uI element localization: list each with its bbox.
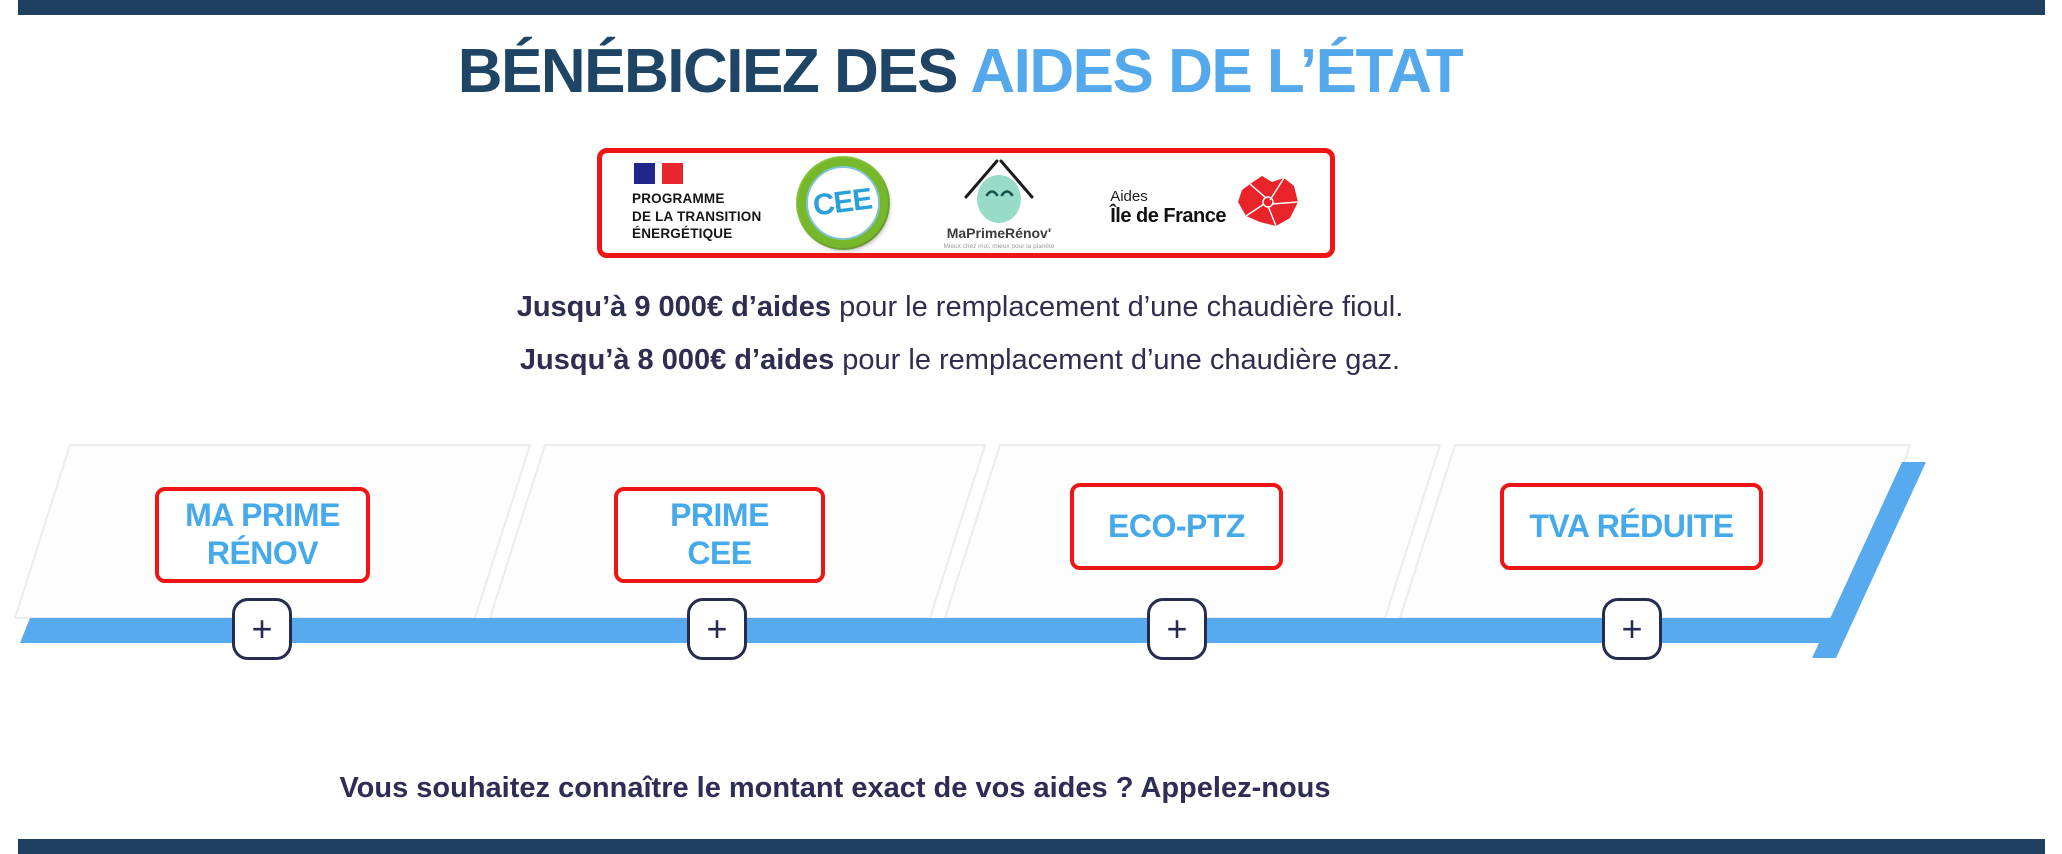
aides-ile-de-france-logo: Aides Île de France [1110, 172, 1300, 234]
page-title-light: AIDES DE L’ÉTAT [970, 37, 1463, 106]
aid-card-tva-reduite[interactable]: TVA RÉDUITE [1500, 483, 1763, 570]
idf-label-region: Île de France [1110, 205, 1226, 227]
page-title: BÉNÉBICIEZ DES AIDES DE L’ÉTAT [0, 36, 1920, 107]
cee-badge-icon: CEE [797, 158, 888, 248]
partner-logos-strip: PROGRAMME DE LA TRANSITION ÉNERGÉTIQUE C… [597, 148, 1335, 258]
call-to-action-text: Vous souhaitez connaître le montant exac… [339, 772, 1331, 804]
top-divider-bar [18, 0, 2045, 15]
page-title-dark: BÉNÉBICIEZ DES [457, 37, 971, 106]
ribbon-blue-diagonal [1812, 462, 1926, 658]
aid-amount-line-gaz: Jusqu’à 8 000€ d’aides pour le remplacem… [519, 344, 1401, 376]
maprimerenov-icon [964, 159, 1034, 223]
aid-card-eco-ptz[interactable]: ECO-PTZ [1070, 483, 1283, 570]
maprimerenov-label: MaPrimeRénov' [946, 224, 1052, 241]
expand-button-tva-reduite[interactable]: + [1602, 598, 1662, 660]
expand-button-eco-ptz[interactable]: + [1147, 598, 1207, 660]
programme-transition-energetique-logo: PROGRAMME DE LA TRANSITION ÉNERGÉTIQUE [632, 163, 761, 243]
idf-label-aides: Aides [1110, 187, 1148, 205]
aid-amount-line-fioul: Jusqu’à 9 000€ d’aides pour le remplacem… [516, 291, 1404, 323]
bottom-divider-bar [18, 839, 2045, 854]
maprimerenov-logo: MaPrimeRénov' Mieux chez moi, mieux pour… [924, 157, 1074, 250]
aid-card-prime-cee[interactable]: PRIME CEE [614, 487, 825, 583]
french-flag-icon [634, 163, 761, 185]
aid-card-ma-prime-renov[interactable]: MA PRIME RÉNOV [155, 487, 370, 583]
expand-button-prime-cee[interactable]: + [687, 598, 747, 660]
expand-button-ma-prime-renov[interactable]: + [232, 598, 292, 660]
maprimerenov-tagline: Mieux chez moi, mieux pour la planète [943, 242, 1055, 250]
idf-map-icon [1237, 176, 1299, 227]
ribbon-blue-bar [20, 618, 1852, 643]
programme-logo-text: PROGRAMME DE LA TRANSITION ÉNERGÉTIQUE [632, 191, 762, 242]
